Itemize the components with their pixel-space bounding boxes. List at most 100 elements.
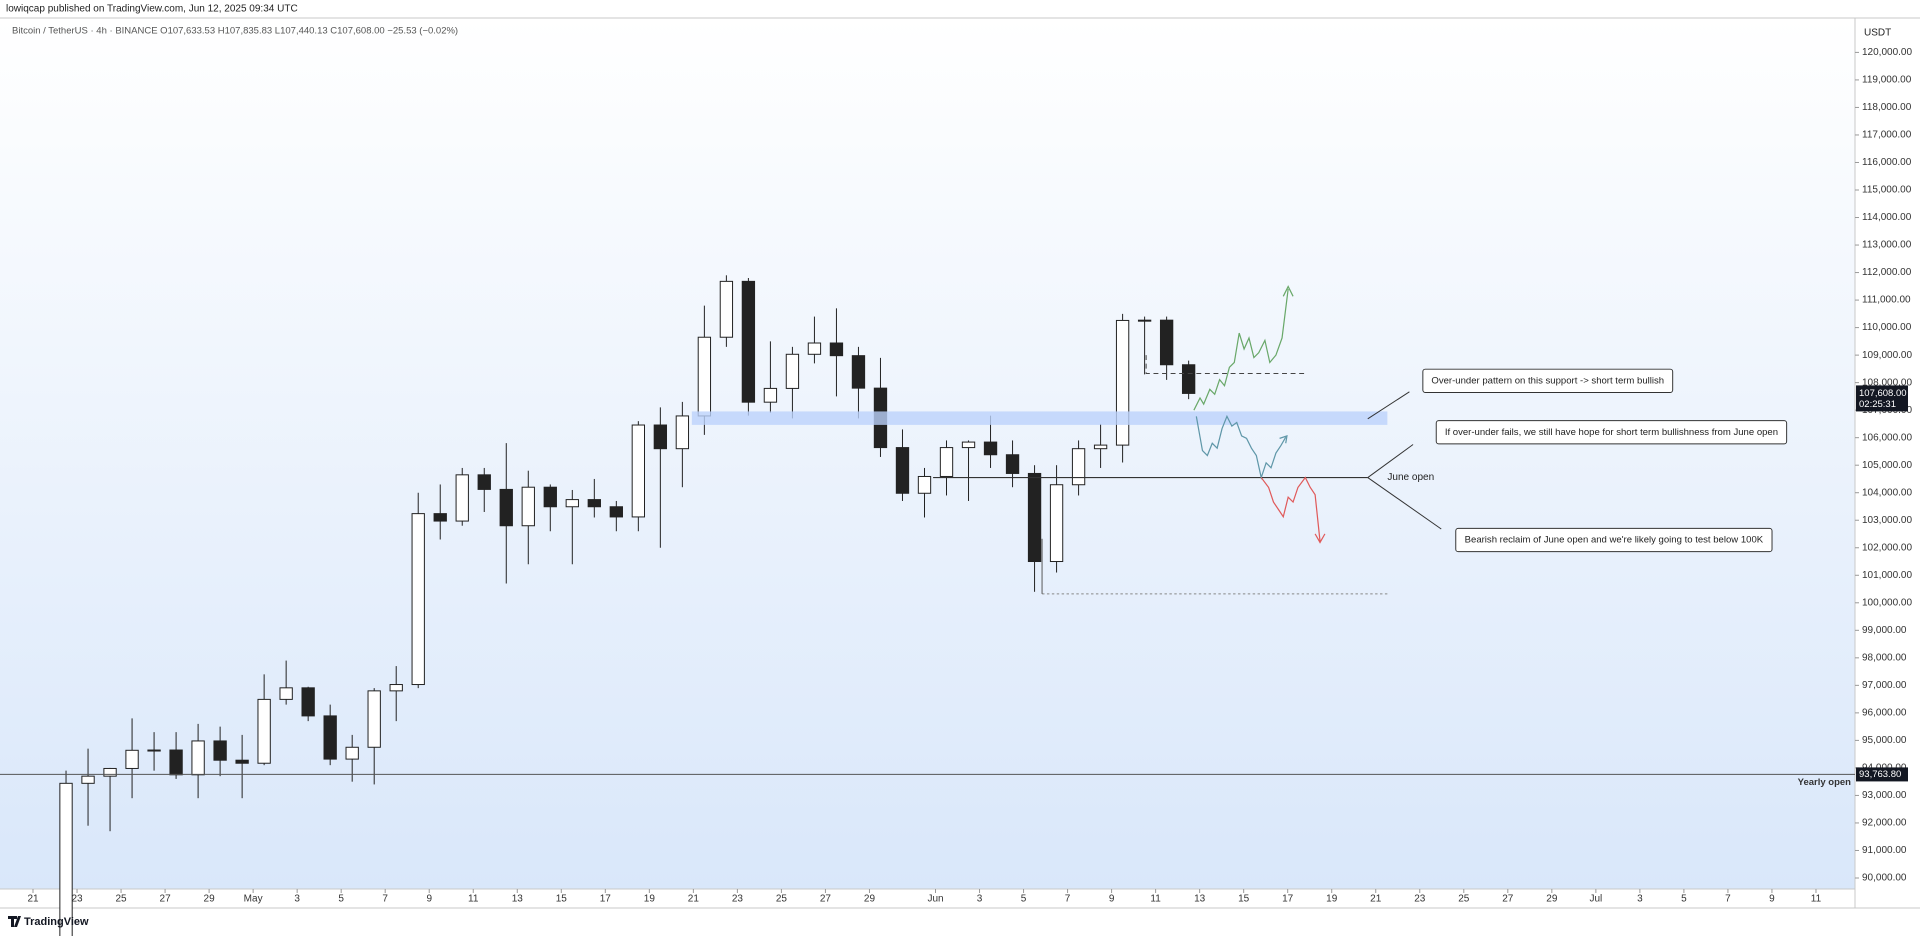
bear-arrow (1314, 533, 1326, 544)
y-tick-label: 103,000.00 (1862, 515, 1912, 526)
candle-body (521, 486, 535, 527)
x-tick-label: 15 (1238, 894, 1250, 905)
candle-body (609, 506, 623, 518)
x-tick-label: 7 (1065, 894, 1071, 905)
callout-box (1435, 420, 1788, 445)
candle-body (1071, 448, 1086, 486)
y-tick-label: 102,000.00 (1862, 542, 1912, 553)
y-tick-label: 108,000.00 (1862, 377, 1912, 388)
x-tick-label: 3 (294, 894, 300, 905)
countdown: 02:25:31 (1859, 399, 1896, 410)
x-tick-label: 13 (512, 894, 524, 905)
y-tick-label: 116,000.00 (1862, 157, 1912, 168)
x-tick-label: 3 (1637, 894, 1643, 905)
candle-body (697, 336, 712, 417)
bull-path (1193, 288, 1289, 411)
y-tick-label: 95,000.00 (1862, 735, 1907, 746)
candle-body (1181, 364, 1196, 394)
x-tick-label: 11 (468, 894, 479, 905)
y-tick-label: 117,000.00 (1862, 130, 1912, 141)
candle-body (785, 353, 800, 389)
candle-body (301, 687, 315, 717)
candle-body (741, 280, 756, 403)
y-tick-label: 96,000.00 (1862, 708, 1907, 719)
june-open-label: June open (1387, 472, 1434, 483)
candle-body (631, 424, 646, 518)
symbol-line: Bitcoin / TetherUS · 4h · BINANCE O107,6… (12, 26, 458, 37)
x-tick-label: 3 (977, 894, 983, 905)
candle-body (719, 280, 734, 338)
x-tick-label: 27 (1502, 894, 1514, 905)
candle-body (1137, 319, 1152, 322)
alt-path (1195, 414, 1287, 480)
y-tick-label: 109,000.00 (1862, 350, 1912, 361)
candle-body (829, 342, 844, 357)
candle-body (675, 415, 690, 450)
candle-body (367, 690, 381, 748)
callout: Bearish reclaim of June open and we're l… (1455, 527, 1773, 553)
x-tick-label: 25 (776, 894, 788, 905)
x-tick-label: 11 (1811, 894, 1822, 905)
x-tick-label: 5 (1681, 894, 1687, 905)
y-tick-label: 98,000.00 (1862, 652, 1907, 663)
candle-body (213, 740, 227, 761)
candle-body (433, 513, 447, 522)
bear-path (1260, 476, 1321, 542)
x-tick-label: 23 (732, 894, 744, 905)
x-tick-label: 19 (644, 894, 656, 905)
x-tick-label: 21 (688, 894, 700, 905)
publisher-line: lowiqcap published on TradingView.com, J… (6, 4, 298, 15)
x-tick-label: Jun (927, 894, 943, 905)
y-tick-label: 120,000.00 (1862, 47, 1912, 58)
y-tick-label: 114,000.00 (1862, 212, 1912, 223)
plot-background (0, 18, 1855, 889)
support-zone (691, 411, 1388, 425)
callout-text: If over-under fails, we still have hope … (1445, 427, 1778, 438)
callout-box (1422, 368, 1674, 393)
candle-body (851, 355, 866, 389)
candle-body (807, 342, 822, 355)
y-tick-label: 113,000.00 (1862, 240, 1912, 251)
candle-body (1027, 472, 1042, 563)
x-tick-label: 5 (338, 894, 344, 905)
candle-body (257, 698, 271, 764)
x-tick-label: 29 (864, 894, 876, 905)
logo-mark (8, 916, 21, 927)
x-tick-label: 23 (71, 894, 83, 905)
candle-body (499, 488, 513, 527)
x-tick-label: May (244, 894, 263, 905)
candle-body (917, 475, 932, 494)
candle-body (103, 767, 117, 777)
y-tick-label: 91,000.00 (1862, 845, 1907, 856)
x-tick-label: 21 (1370, 894, 1382, 905)
x-tick-label: 19 (1326, 894, 1338, 905)
y-tick-label: 104,000.00 (1862, 487, 1912, 498)
candle-body (961, 441, 976, 449)
y-tick-label: 101,000.00 (1862, 570, 1912, 581)
last-price: 107,608.00 (1859, 388, 1907, 399)
candle-body (543, 486, 557, 508)
currency: USDT (1864, 28, 1891, 39)
y-tick-label: 119,000.00 (1862, 75, 1912, 86)
x-tick-label: 15 (556, 894, 568, 905)
x-tick-label: Jul (1589, 894, 1602, 905)
candle-body (587, 499, 601, 508)
y-tick-label: 106,000.00 (1862, 432, 1912, 443)
y-tick-label: 92,000.00 (1862, 818, 1907, 829)
neckline (1145, 355, 1305, 374)
x-tick-label: 7 (1725, 894, 1731, 905)
x-tick-label: 23 (1414, 894, 1426, 905)
y-tick-label: 100,000.00 (1862, 597, 1912, 608)
x-tick-label: 27 (820, 894, 832, 905)
alt-arrow (1279, 435, 1288, 444)
callout-line (1367, 391, 1410, 420)
bull-arrow (1282, 285, 1294, 297)
candle-body (323, 715, 337, 760)
candle-body (455, 474, 469, 522)
candle-body (59, 782, 73, 936)
callout: Over-under pattern on this support -> sh… (1422, 368, 1674, 393)
yearly-open-box (1856, 767, 1908, 782)
y-tick-label: 112,000.00 (1862, 267, 1912, 278)
